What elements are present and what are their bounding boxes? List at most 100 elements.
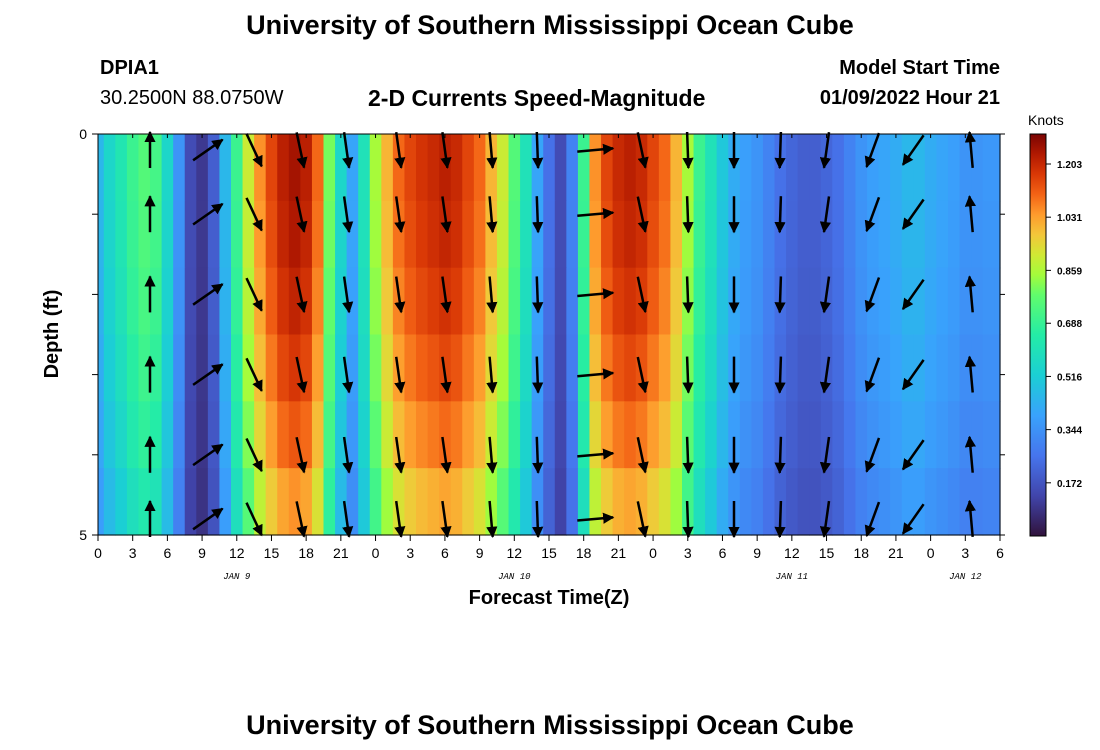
colorbar-tick-label: 0.516	[1057, 372, 1082, 383]
heatmap-cell	[346, 267, 359, 336]
x-tick-label: 21	[611, 545, 627, 561]
heatmap-cell	[959, 134, 972, 202]
heatmap-cell	[797, 200, 810, 269]
current-vector-arrow	[245, 197, 263, 232]
heatmap-cell	[358, 200, 371, 269]
current-vector-arrow	[636, 436, 649, 474]
heatmap-cell	[716, 468, 729, 536]
heatmap-cell	[762, 134, 776, 202]
heatmap-cell	[196, 134, 209, 202]
x-tick-label: 9	[753, 545, 761, 561]
heatmap-cell	[693, 468, 706, 536]
heatmap-cell	[751, 401, 764, 469]
current-vector-arrow	[192, 363, 224, 386]
heatmap-cell	[219, 401, 232, 469]
heatmap-cell	[647, 334, 660, 402]
heatmap-cell	[647, 134, 660, 202]
x-tick-label: 6	[996, 545, 1004, 561]
heatmap-cell	[843, 334, 857, 402]
heatmap-cell	[161, 468, 174, 536]
heatmap-cell	[335, 401, 348, 469]
heatmap-cell	[300, 401, 313, 469]
heatmap-cell	[219, 334, 232, 402]
heatmap-cell	[138, 401, 151, 469]
heatmap-cell	[230, 267, 244, 336]
heatmap-cell	[207, 134, 221, 202]
current-vector-arrow	[864, 357, 881, 393]
heatmap-cell	[670, 468, 683, 536]
heatmap-cell	[439, 401, 452, 469]
heatmap-cell	[658, 200, 672, 269]
heatmap-cell	[150, 200, 163, 269]
heatmap-cell	[554, 267, 567, 336]
x-tick-label: 12	[507, 545, 523, 561]
heatmap-cell	[739, 267, 752, 336]
heatmap-cell	[462, 200, 475, 269]
heatmap-cell	[601, 267, 614, 336]
heatmap-cell	[751, 334, 764, 402]
heatmap-cell	[635, 200, 648, 269]
current-vector-arrow	[577, 207, 615, 220]
heatmap-cell	[392, 200, 406, 269]
heatmap-cell	[254, 401, 267, 469]
heatmap-cell	[705, 401, 718, 469]
y-axis-title: Depth (ft)	[41, 290, 63, 379]
heatmap-cell	[196, 267, 209, 336]
page-title: University of Southern Mississippi Ocean…	[246, 10, 854, 40]
x-tick-label: 15	[819, 545, 835, 561]
heatmap-cell	[589, 134, 602, 202]
heatmap-cell	[994, 401, 1001, 469]
current-vector-arrow	[532, 500, 544, 539]
current-vector-arrow	[532, 276, 544, 314]
heatmap-cell	[404, 267, 417, 336]
heatmap-cell	[207, 267, 221, 336]
heatmap-cell	[323, 468, 336, 536]
heatmap-cell	[207, 468, 221, 536]
heatmap-cell	[589, 267, 602, 336]
x-tick-label: 3	[961, 545, 969, 561]
heatmap-cell	[855, 134, 868, 202]
heatmap-cell	[716, 401, 729, 469]
heatmap-cell	[786, 401, 799, 469]
heatmap-cell	[219, 200, 232, 269]
heatmap-cell	[277, 401, 290, 469]
heatmap-cell	[971, 401, 984, 469]
heatmap-cell	[601, 334, 614, 402]
heatmap-cell	[878, 468, 891, 536]
heatmap-cell	[612, 468, 625, 536]
heatmap-cell	[277, 200, 290, 269]
heatmap-cell	[716, 334, 729, 402]
heatmap-cell	[138, 334, 151, 402]
heatmap-cell	[335, 200, 348, 269]
heatmap-cell	[173, 200, 186, 269]
heatmap-cell	[462, 334, 475, 402]
colorbar-label: Knots	[1028, 112, 1064, 128]
heatmap-cell	[473, 200, 486, 269]
heatmap-cell	[589, 468, 602, 536]
heatmap-cell	[277, 134, 290, 202]
heatmap-cell	[971, 200, 984, 269]
heatmap-cell	[924, 134, 937, 202]
heatmap-cell	[878, 334, 891, 402]
current-vector-arrow	[342, 356, 354, 394]
heatmap-cell	[242, 200, 255, 269]
heatmap-cell	[982, 401, 995, 469]
heatmap-cell	[577, 468, 591, 536]
x-tick-label: 3	[406, 545, 414, 561]
heatmap-cell	[901, 334, 914, 402]
heatmap-cell	[809, 267, 822, 336]
current-vector-arrow	[964, 130, 977, 169]
current-vector-arrow	[192, 202, 224, 226]
heatmap-cell	[878, 200, 891, 269]
x-tick-label: 9	[476, 545, 484, 561]
y-tick-label: 5	[79, 527, 87, 543]
heatmap-cell	[184, 334, 197, 402]
heatmap-cell	[774, 401, 787, 469]
colorbar: Knots 0.172 0.344 0.516 0.688 0.859 1.031 1.20…	[1028, 112, 1082, 537]
heatmap-cell	[173, 401, 186, 469]
current-vector-arrow	[636, 356, 649, 394]
heatmap-cell	[335, 468, 348, 536]
x-tick-label: 6	[163, 545, 171, 561]
heatmap-cell	[98, 134, 105, 202]
heatmap-cell	[473, 334, 486, 402]
